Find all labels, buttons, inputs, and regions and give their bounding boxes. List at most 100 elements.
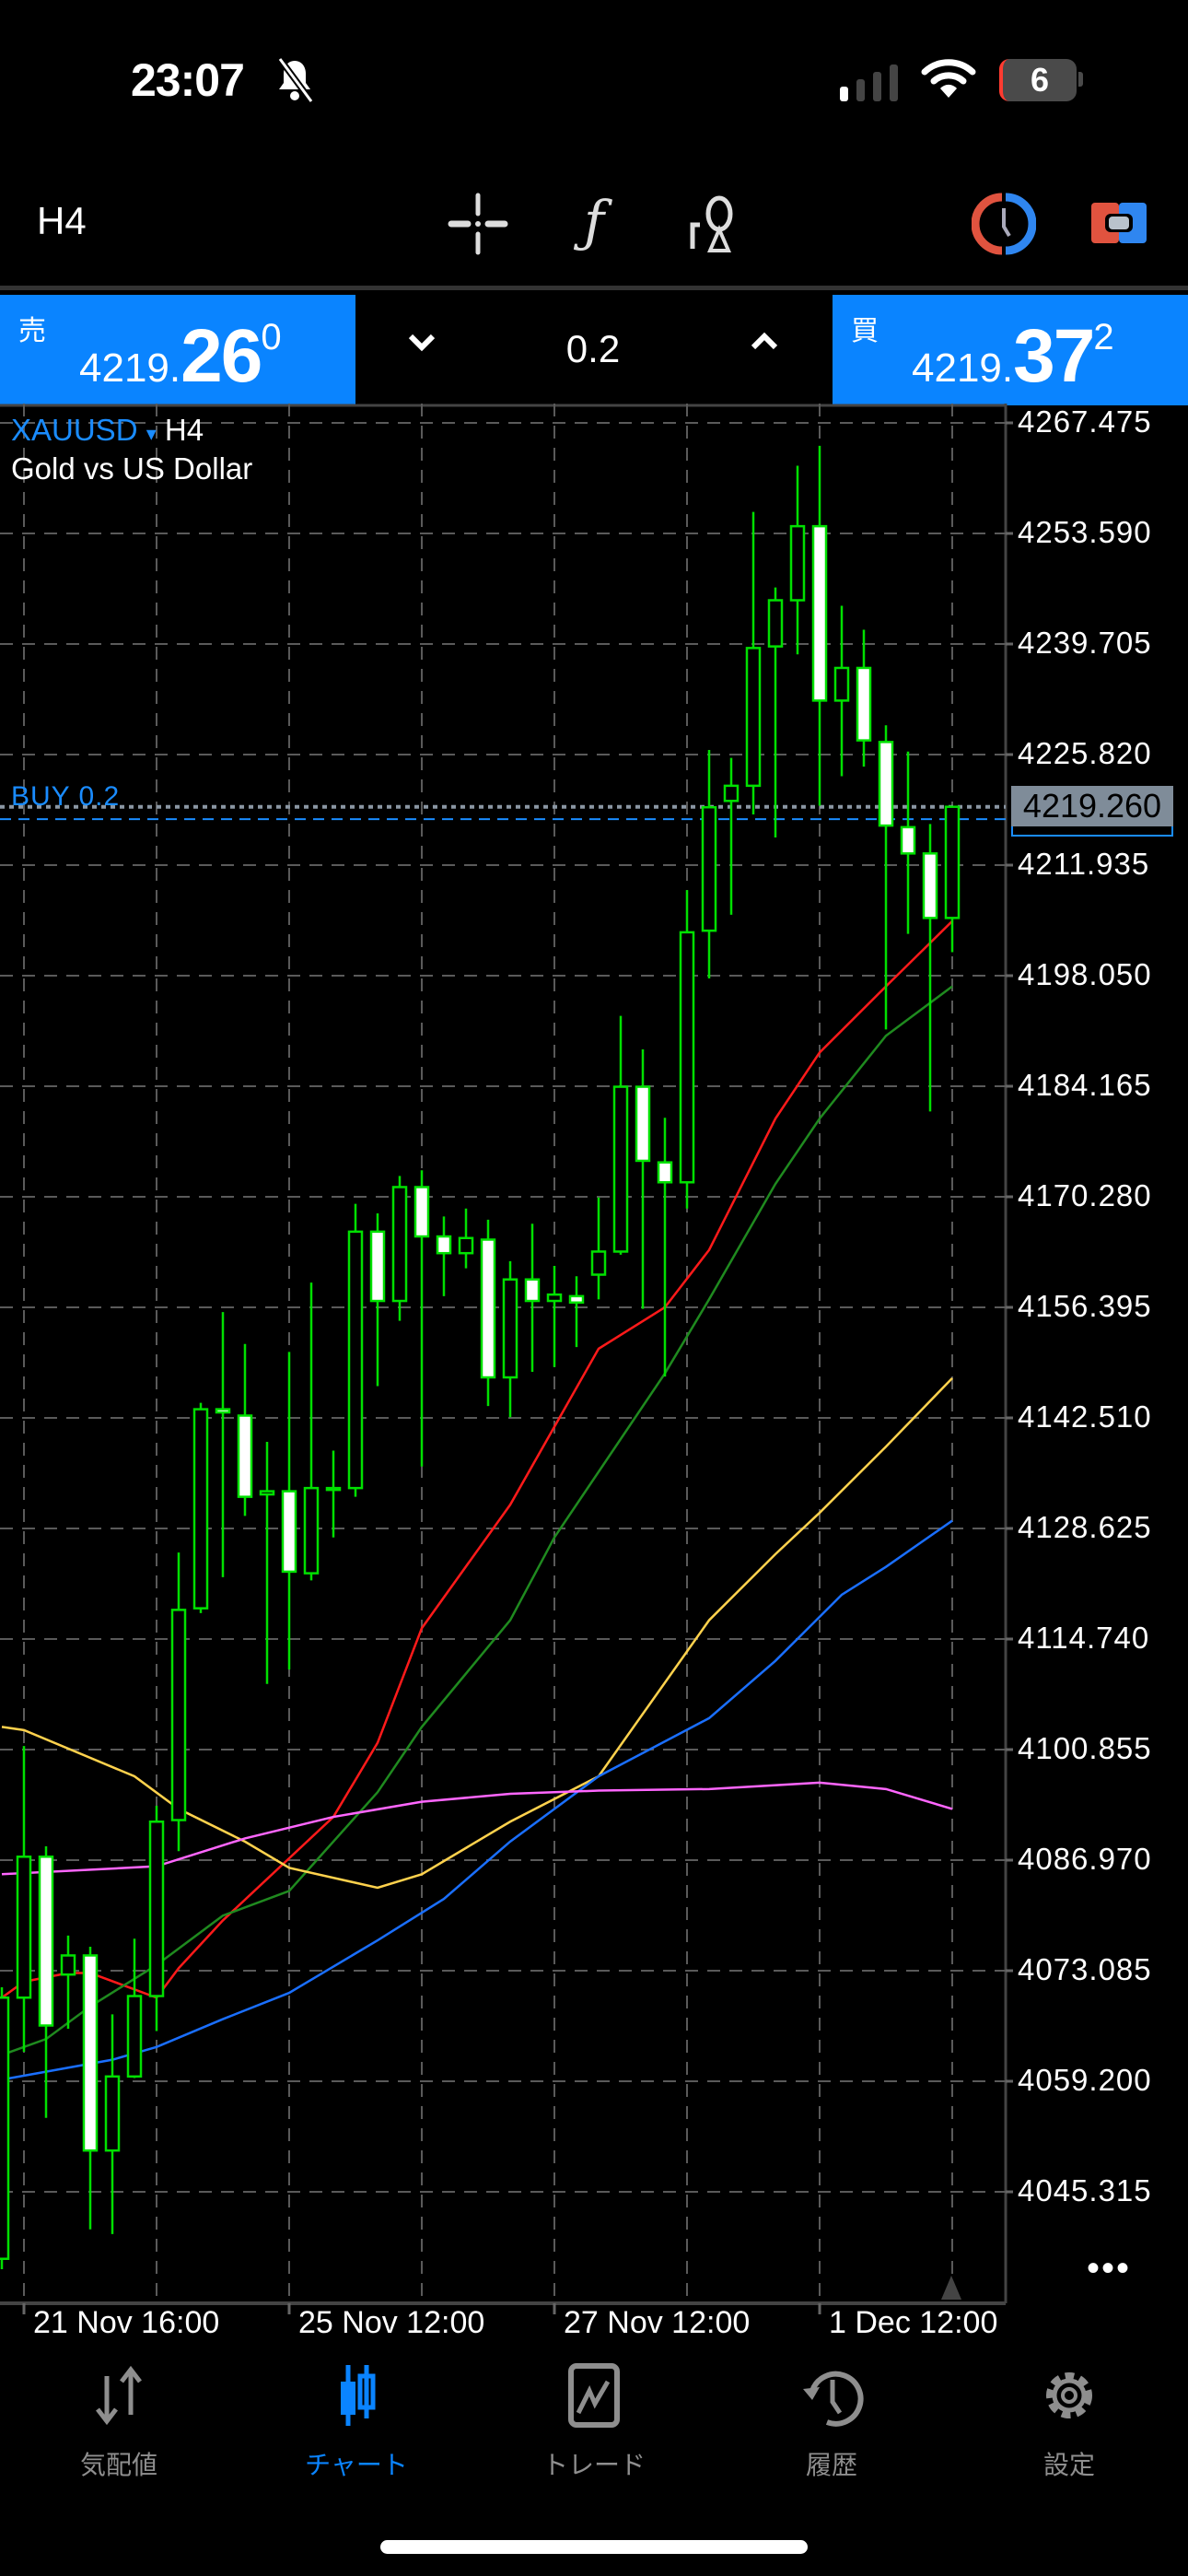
cellular-signal-icon [840, 64, 898, 101]
buy-button[interactable]: 買 4219.372 [833, 295, 1188, 405]
candle-bear [524, 1278, 541, 1303]
bell-slash-icon [277, 57, 314, 103]
time-tick-label: 25 Nov 12:00 [298, 2305, 485, 2340]
trade-icon [568, 2363, 620, 2428]
home-indicator[interactable] [380, 2540, 808, 2554]
nav-item-history[interactable]: 履歴 [713, 2363, 950, 2482]
candle-bear [811, 524, 828, 702]
price-tick-label: 4267.475 [1018, 404, 1152, 439]
candle-bull [612, 1085, 629, 1253]
candle-bull [16, 1856, 32, 1999]
battery-icon: 6 [999, 59, 1077, 101]
moving-average-line [1, 1377, 953, 1890]
settings-gear-icon [1046, 2372, 1092, 2418]
candle-bull [944, 805, 961, 919]
symbol-name[interactable]: XAUUSD [11, 413, 138, 447]
sell-price-main: 4219. [79, 345, 181, 391]
candle-bull [745, 647, 762, 788]
price-tick-label: 4211.935 [1018, 847, 1150, 881]
buy-label: 買 [851, 316, 879, 346]
time-tick-label: 27 Nov 12:00 [564, 2305, 751, 2340]
candle-bull [723, 784, 740, 802]
candle-bear [922, 852, 938, 919]
price-tick-label: 4253.590 [1018, 515, 1152, 549]
one-click-trading-icon[interactable] [972, 192, 1036, 256]
candle-bear [856, 666, 872, 742]
crosshair-icon[interactable] [446, 192, 510, 256]
chart-candles-icon [341, 2365, 376, 2426]
sell-price-big: 26 [181, 314, 262, 398]
price-tick-label: 4239.705 [1018, 626, 1152, 660]
candle-bear [369, 1230, 386, 1303]
chevron-down-icon [408, 334, 436, 352]
candle-bear [215, 1408, 231, 1414]
nav-label: 気配値 [79, 2451, 157, 2479]
symbol-dropdown-icon[interactable]: ▾ [146, 422, 157, 445]
wifi-icon [921, 59, 976, 98]
price-tick-label: 4100.855 [1018, 1731, 1152, 1765]
candle-bull [0, 1996, 10, 2260]
price-tick-label: 4198.050 [1018, 957, 1152, 991]
candle-bull [126, 1995, 143, 2078]
buy-price-sup: 2 [1093, 317, 1114, 357]
timeframe-button[interactable]: H4 [37, 199, 87, 242]
candle-bull [259, 1490, 275, 1496]
candle-bull [391, 1186, 408, 1303]
candle-bull [546, 1293, 563, 1303]
trade-toggle-icon[interactable] [1087, 192, 1151, 256]
candle-bull [679, 931, 695, 1184]
price-tick-label: 4045.315 [1018, 2173, 1152, 2207]
candle-bear [38, 1856, 54, 2027]
volume-value[interactable]: 0.2 [565, 327, 621, 370]
nav-label: チャート [305, 2451, 408, 2479]
more-options-button[interactable]: ••• [1087, 2248, 1132, 2289]
buy-price-main: 4219. [912, 345, 1014, 391]
candle-bull [458, 1236, 474, 1255]
candle-bull [767, 599, 784, 648]
candle-bull [590, 1250, 607, 1276]
candle-bear [413, 1186, 430, 1238]
price-tick-label: 4128.625 [1018, 1510, 1152, 1544]
sell-price-sup: 0 [261, 317, 282, 357]
price-tick-label: 4086.970 [1018, 1842, 1152, 1876]
nav-item-quotes[interactable]: 気配値 [0, 2363, 238, 2482]
candle-bull [347, 1230, 364, 1490]
candle-bull [303, 1486, 320, 1575]
sell-button[interactable]: 売 4219.260 [0, 295, 355, 405]
nav-label: 履歴 [805, 2451, 857, 2479]
buy-price-big: 37 [1013, 314, 1095, 398]
objects-icon[interactable] [680, 192, 744, 256]
battery-tip [1078, 72, 1083, 87]
price-chart[interactable] [0, 404, 1188, 2338]
candle-bear [568, 1294, 585, 1305]
price-tick-label: 4225.820 [1018, 736, 1152, 770]
indicator-f-icon[interactable]: ƒ [583, 190, 605, 254]
chart-symbol[interactable]: XAUUSD ▾ H4 [11, 413, 204, 448]
candle-bull [192, 1408, 209, 1610]
chart-timeframe: H4 [164, 413, 204, 447]
time-tick-label: 21 Nov 16:00 [33, 2305, 220, 2340]
price-tick-label: 4114.740 [1018, 1621, 1150, 1655]
candle-bear [635, 1085, 651, 1163]
price-tick-label: 4184.165 [1018, 1068, 1152, 1102]
candle-bull [104, 2075, 121, 2152]
nav-item-chart[interactable]: チャート [238, 2363, 475, 2482]
candle-bull [325, 1486, 342, 1492]
candle-bull [701, 805, 717, 932]
price-tick-label: 4156.395 [1018, 1289, 1152, 1323]
moving-average-line [1, 1519, 953, 2081]
price-tick-label: 4170.280 [1018, 1178, 1152, 1212]
moving-average-line [1, 919, 953, 1999]
nav-item-settings[interactable]: 設定 [950, 2363, 1188, 2482]
candle-bull [60, 1954, 76, 1976]
candle-bear [82, 1954, 99, 2152]
buy-price: 4219.372 [912, 313, 1114, 400]
order-line-label[interactable]: BUY 0.2 [11, 781, 121, 812]
nav-item-trade[interactable]: トレード [475, 2363, 713, 2482]
candle-bull [502, 1278, 518, 1379]
price-tick-label: 4059.200 [1018, 2063, 1152, 2097]
sell-price: 4219.260 [79, 313, 282, 400]
moving-average-line [1, 985, 953, 2056]
volume-down-button[interactable] [405, 325, 438, 368]
volume-up-button[interactable] [748, 325, 781, 368]
